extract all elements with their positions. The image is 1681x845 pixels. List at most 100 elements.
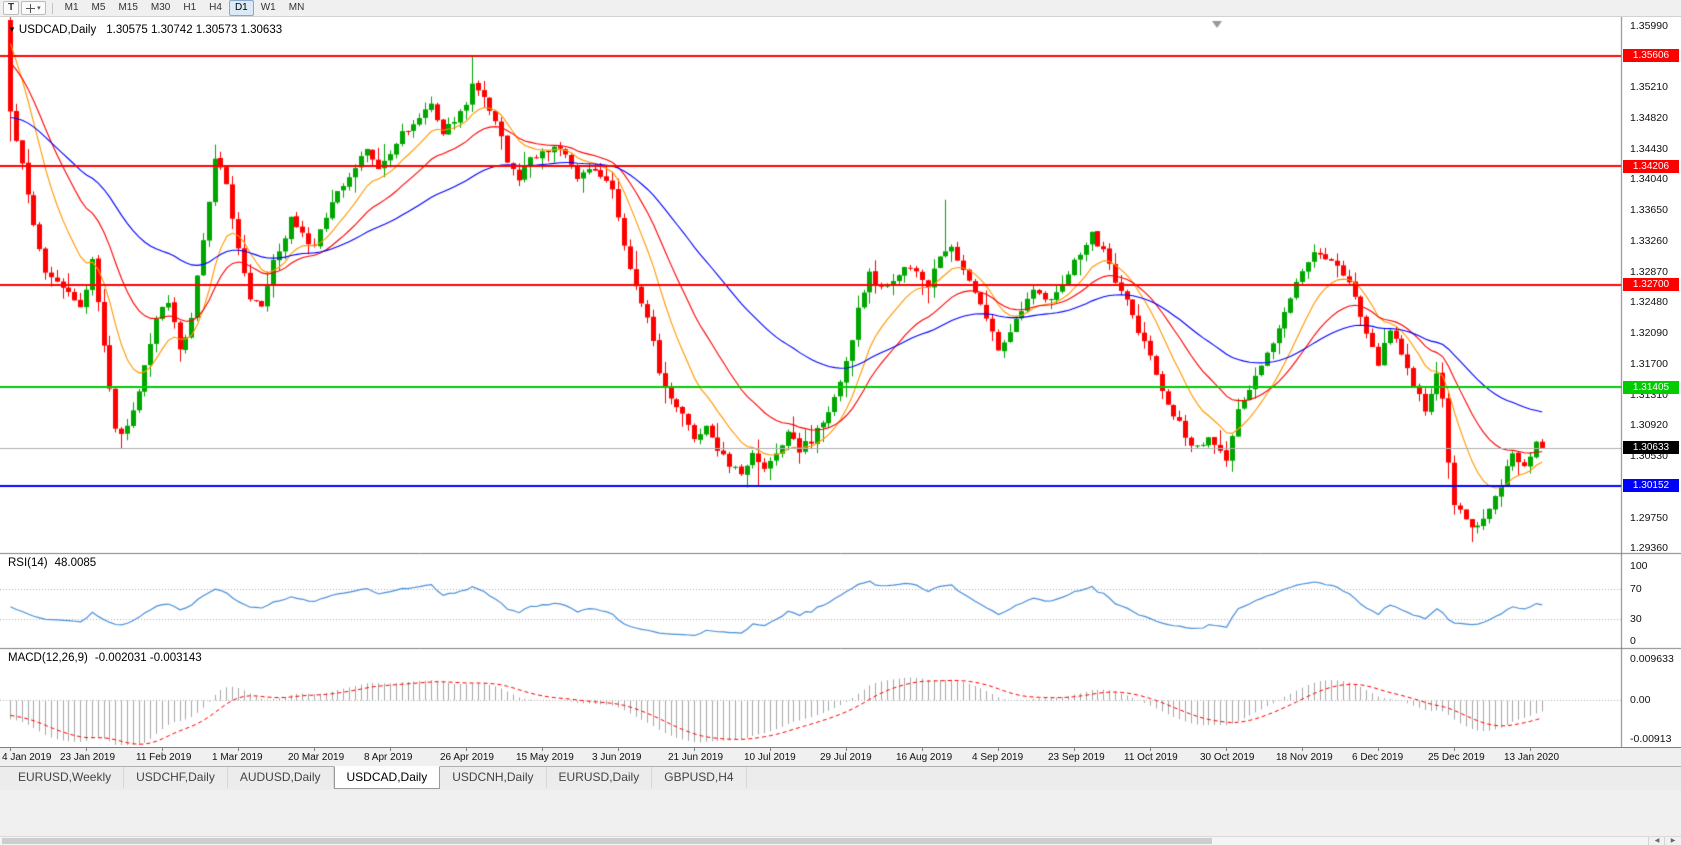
price-axis-label: 1.32870 [1630, 265, 1668, 278]
date-axis-label: 3 Jun 2019 [592, 752, 642, 763]
scroll-right-button[interactable]: ▶ [1664, 837, 1681, 845]
timeframe-button-m5[interactable]: M5 [91, 2, 106, 13]
date-axis-label: 13 Jan 2020 [1504, 752, 1560, 763]
macd-name: MACD(12,26,9) [8, 652, 88, 664]
price-axis-label: 1.29360 [1630, 542, 1668, 555]
date-axis-label: 4 Sep 2019 [972, 752, 1024, 763]
macd-axis-label: 0.00 [1630, 694, 1651, 706]
hline-price-tag[interactable]: 1.34206 [1623, 159, 1679, 173]
chart-tab-usdcad-daily[interactable]: USDCAD,Daily [333, 766, 441, 789]
date-axis-tick [314, 748, 315, 751]
chart-tab-audusd-daily[interactable]: AUDUSD,Daily [228, 767, 334, 788]
date-axis-label: 15 May 2019 [516, 752, 574, 763]
date-axis-label: 1 Mar 2019 [212, 752, 263, 763]
price-axis-label: 1.32090 [1630, 327, 1668, 340]
chart-tab-gbpusd-h4[interactable]: GBPUSD,H4 [652, 767, 747, 788]
date-axis-label: 11 Feb 2019 [136, 752, 192, 763]
date-axis-tick [162, 748, 163, 751]
scroll-left-button[interactable]: ◀ [1648, 837, 1665, 845]
macd-axis-label: -0.00913 [1630, 733, 1672, 745]
rsi-indicator-label: RSI(14) 48.0085 [8, 557, 96, 569]
date-axis-label: 26 Apr 2019 [440, 752, 494, 763]
timeframe-button-mn[interactable]: MN [288, 2, 305, 13]
timeframe-button-h1[interactable]: H1 [183, 2, 197, 13]
templates-icon: T [8, 2, 15, 13]
timeframe-button-m15[interactable]: M15 [118, 2, 138, 13]
date-axis-tick [770, 748, 771, 751]
chart-tab-eurusd-daily[interactable]: EURUSD,Daily [547, 767, 653, 788]
scroll-right-icon: ▶ [1670, 838, 1676, 844]
date-axis-label: 20 Mar 2019 [288, 752, 345, 763]
price-axis-label: 1.35990 [1630, 19, 1668, 32]
macd-indicator-label: MACD(12,26,9) -0.002031 -0.003143 [8, 652, 202, 664]
date-axis-label: 30 Oct 2019 [1200, 752, 1255, 763]
date-axis-tick [846, 748, 847, 751]
date-axis-label: 11 Oct 2019 [1124, 752, 1178, 763]
macd-axis-label: 0.009633 [1630, 653, 1674, 665]
date-axis-tick [694, 748, 695, 751]
date-axis-label: 16 Aug 2019 [896, 752, 953, 763]
price-axis-label: 1.31700 [1630, 357, 1668, 370]
timeframe-button-m1[interactable]: M1 [64, 2, 79, 13]
rsi-axis-label: 70 [1630, 582, 1642, 595]
top-toolbar: T ▾ M1 M5 M15 M30 H1 H4 D1 W1 MN [0, 0, 1681, 17]
date-axis-tick [10, 748, 11, 751]
crosshair-icon [26, 3, 36, 13]
date-axis-label: 10 Jul 2019 [744, 752, 796, 763]
price-axis-label: 1.34040 [1630, 173, 1668, 186]
date-axis-tick [998, 748, 999, 751]
date-axis-tick [1378, 748, 1379, 751]
timeframe-button-group: M1 M5 M15 M30 H1 H4 D1 W1 MN [59, 0, 311, 16]
chart-canvas[interactable] [0, 17, 1681, 747]
date-axis-tick [1150, 748, 1151, 751]
date-axis-label: 4 Jan 2019 [2, 752, 52, 763]
chevron-down-icon: ▾ [37, 5, 41, 12]
date-axis-label: 18 Nov 2019 [1276, 752, 1333, 763]
date-axis-tick [542, 748, 543, 751]
date-axis-tick [922, 748, 923, 751]
timeframe-button-d1[interactable]: D1 [228, 0, 254, 16]
hline-price-tag[interactable]: 1.32700 [1623, 278, 1679, 292]
scroll-left-icon: ◀ [1654, 838, 1660, 844]
price-axis-label: 1.32480 [1630, 296, 1668, 309]
timeframe-button-m30[interactable]: M30 [150, 2, 171, 13]
date-axis-tick [1530, 748, 1531, 751]
crosshair-tool-button[interactable]: ▾ [21, 1, 46, 15]
toolbar-separator [51, 2, 53, 14]
scrollbar-thumb[interactable] [2, 838, 1212, 844]
date-axis-label: 23 Jan 2019 [60, 752, 116, 763]
macd-values: -0.002031 -0.003143 [94, 652, 202, 664]
price-axis-label: 1.35210 [1630, 81, 1668, 94]
rsi-axis-label: 0 [1630, 635, 1636, 647]
current-price-tag: 1.30633 [1623, 441, 1679, 455]
date-axis-label: 29 Jul 2019 [820, 752, 872, 763]
date-axis-tick [390, 748, 391, 751]
date-axis-label: 8 Apr 2019 [364, 752, 413, 763]
date-axis-tick [1074, 748, 1075, 751]
date-axis-tick [1302, 748, 1303, 751]
date-axis: 4 Jan 2019 23 Jan 2019 11 Feb 2019 1 Mar 20… [0, 747, 1681, 766]
templates-tool-button[interactable]: T [3, 1, 20, 15]
rsi-name: RSI(14) [8, 557, 48, 569]
symbol-marker-icon: ▼ [8, 25, 16, 34]
hline-price-tag[interactable]: 1.31405 [1623, 380, 1679, 394]
date-axis-tick [618, 748, 619, 751]
chart-tab-usdchf-daily[interactable]: USDCHF,Daily [124, 767, 228, 788]
date-axis-tick [86, 748, 87, 751]
chart-title: ▼ USDCAD,Daily 1.30575 1.30742 1.30573 1.3… [8, 24, 282, 36]
chart-tab-usdcnh-daily[interactable]: USDCNH,Daily [440, 767, 547, 788]
chart-symbol-title: USDCAD,Daily [18, 24, 97, 36]
horizontal-scrollbar[interactable]: ◀ ▶ [0, 836, 1681, 845]
chart-window: ▼ USDCAD,Daily 1.30575 1.30742 1.30573 1.3… [0, 17, 1681, 766]
date-axis-label: 23 Sep 2019 [1048, 752, 1105, 763]
hline-price-tag[interactable]: 1.35606 [1623, 49, 1679, 63]
timeframe-button-w1[interactable]: W1 [260, 2, 276, 13]
timeframe-button-h4[interactable]: H4 [209, 2, 222, 13]
price-axis-label: 1.33260 [1630, 234, 1668, 247]
chart-tab-eurusd-weekly[interactable]: EURUSD,Weekly [6, 767, 125, 788]
date-axis-tick [1454, 748, 1455, 751]
rsi-value: 48.0085 [54, 557, 97, 569]
price-axis-label: 1.30920 [1630, 419, 1668, 432]
hline-price-tag[interactable]: 1.30152 [1623, 479, 1679, 493]
